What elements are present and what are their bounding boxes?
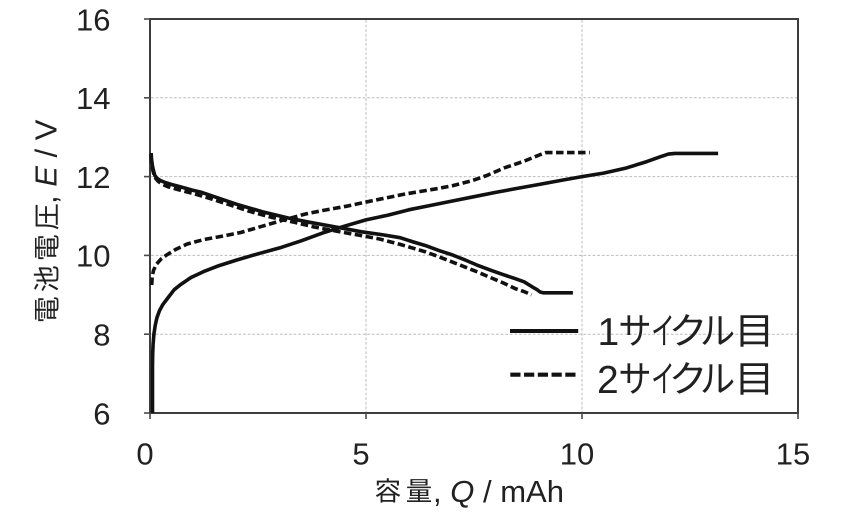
svg-text:12: 12	[76, 160, 110, 195]
svg-text:10: 10	[560, 436, 594, 471]
svg-text:6: 6	[93, 396, 110, 431]
svg-text:0: 0	[136, 436, 153, 471]
svg-text:, Q / mAh: , Q / mAh	[433, 474, 564, 509]
svg-text:, E / V: , E / V	[29, 119, 64, 204]
svg-text:16: 16	[76, 2, 110, 37]
svg-text:14: 14	[76, 81, 110, 116]
svg-text:10: 10	[76, 239, 110, 274]
svg-text:1: 1	[598, 311, 620, 354]
svg-text:15: 15	[776, 436, 810, 471]
svg-text:2: 2	[597, 359, 619, 402]
svg-text:8: 8	[93, 318, 110, 353]
svg-text:5: 5	[352, 436, 369, 471]
